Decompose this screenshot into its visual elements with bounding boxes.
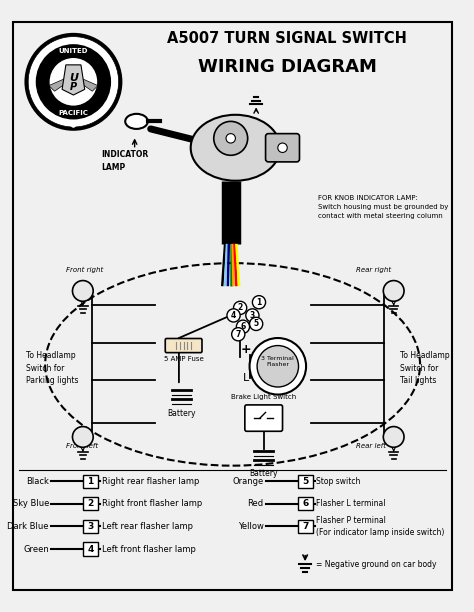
FancyBboxPatch shape xyxy=(83,497,98,510)
Circle shape xyxy=(49,58,98,106)
Circle shape xyxy=(227,309,240,322)
Text: 7: 7 xyxy=(236,330,241,339)
Text: 5: 5 xyxy=(254,319,259,329)
Text: 1: 1 xyxy=(87,477,93,486)
Text: To Headlamp
Switch for
Tail lights: To Headlamp Switch for Tail lights xyxy=(400,351,450,385)
FancyBboxPatch shape xyxy=(298,475,313,488)
Text: Dark Blue: Dark Blue xyxy=(8,522,49,531)
Text: A5007 TURN SIGNAL SWITCH: A5007 TURN SIGNAL SWITCH xyxy=(167,31,407,46)
Text: Front right: Front right xyxy=(66,267,103,274)
Circle shape xyxy=(234,301,247,315)
Text: INDICATOR
LAMP: INDICATOR LAMP xyxy=(102,150,149,172)
FancyBboxPatch shape xyxy=(265,133,300,162)
FancyBboxPatch shape xyxy=(165,338,202,353)
Text: Rear left: Rear left xyxy=(356,443,386,449)
Text: U: U xyxy=(69,73,78,83)
Circle shape xyxy=(72,123,75,127)
FancyBboxPatch shape xyxy=(298,520,313,533)
Circle shape xyxy=(237,320,249,334)
Circle shape xyxy=(73,427,93,447)
Circle shape xyxy=(232,327,245,341)
Ellipse shape xyxy=(191,115,280,181)
Text: Stop switch: Stop switch xyxy=(317,477,361,486)
Text: 1: 1 xyxy=(256,297,262,307)
Text: Left rear flasher lamp: Left rear flasher lamp xyxy=(102,522,192,531)
Text: UNITED: UNITED xyxy=(59,48,88,54)
FancyBboxPatch shape xyxy=(13,21,452,591)
Text: Flasher L terminal: Flasher L terminal xyxy=(317,499,386,509)
Text: Brake Light Switch: Brake Light Switch xyxy=(231,394,296,400)
Text: To Headlamp
Switch for
Parking lights: To Headlamp Switch for Parking lights xyxy=(27,351,79,385)
Circle shape xyxy=(257,346,299,387)
Text: Orange: Orange xyxy=(232,477,264,486)
Text: Flasher P terminal
(For indicator lamp inside switch): Flasher P terminal (For indicator lamp i… xyxy=(317,516,445,537)
Text: 6: 6 xyxy=(240,323,246,331)
Text: PACIFIC: PACIFIC xyxy=(58,110,88,116)
Text: Black: Black xyxy=(26,477,49,486)
Text: Battery: Battery xyxy=(249,469,278,478)
Polygon shape xyxy=(62,65,85,95)
Text: 4: 4 xyxy=(87,545,93,553)
Text: 5: 5 xyxy=(302,477,308,486)
Text: 7: 7 xyxy=(302,522,308,531)
Text: WIRING DIAGRAM: WIRING DIAGRAM xyxy=(198,58,377,76)
Circle shape xyxy=(249,338,306,395)
Text: 4: 4 xyxy=(231,311,236,320)
Text: 3: 3 xyxy=(250,311,255,320)
Text: 5 AMP Fuse: 5 AMP Fuse xyxy=(164,356,203,362)
Text: P: P xyxy=(70,83,77,92)
Text: FOR KNOB INDICATOR LAMP:
Switch housing must be grounded by
contact with metal s: FOR KNOB INDICATOR LAMP: Switch housing … xyxy=(319,195,449,219)
Text: Red: Red xyxy=(247,499,264,509)
Text: 6: 6 xyxy=(302,499,308,509)
Text: Yellow: Yellow xyxy=(238,522,264,531)
Circle shape xyxy=(252,296,265,309)
FancyBboxPatch shape xyxy=(83,542,98,556)
Text: Sky Blue: Sky Blue xyxy=(12,499,49,509)
Circle shape xyxy=(278,143,287,152)
Text: Right front flasher lamp: Right front flasher lamp xyxy=(102,499,202,509)
Circle shape xyxy=(249,317,263,330)
Text: 3: 3 xyxy=(87,522,93,531)
Circle shape xyxy=(383,427,404,447)
Circle shape xyxy=(214,121,248,155)
Circle shape xyxy=(73,280,93,301)
Polygon shape xyxy=(83,79,98,91)
Text: Rear right: Rear right xyxy=(356,267,391,274)
Text: = Negative ground on car body: = Negative ground on car body xyxy=(317,559,437,569)
Text: Left front flasher lamp: Left front flasher lamp xyxy=(102,545,196,553)
Text: Front left: Front left xyxy=(66,443,98,449)
Text: 2: 2 xyxy=(87,499,93,509)
Text: L: L xyxy=(243,373,249,382)
Text: +: + xyxy=(240,343,251,356)
Text: Green: Green xyxy=(23,545,49,553)
FancyBboxPatch shape xyxy=(83,520,98,533)
Circle shape xyxy=(226,133,236,143)
Text: 3 Terminal
Flasher: 3 Terminal Flasher xyxy=(262,356,294,367)
Polygon shape xyxy=(49,79,64,91)
Circle shape xyxy=(36,44,111,119)
Circle shape xyxy=(246,309,259,322)
Text: 2: 2 xyxy=(237,304,243,312)
Circle shape xyxy=(28,37,118,127)
Circle shape xyxy=(25,33,122,131)
Circle shape xyxy=(383,280,404,301)
FancyBboxPatch shape xyxy=(245,405,283,431)
Text: Battery: Battery xyxy=(167,409,196,418)
FancyBboxPatch shape xyxy=(83,475,98,488)
Ellipse shape xyxy=(125,114,148,129)
FancyBboxPatch shape xyxy=(298,497,313,510)
Text: Right rear flasher lamp: Right rear flasher lamp xyxy=(102,477,199,486)
